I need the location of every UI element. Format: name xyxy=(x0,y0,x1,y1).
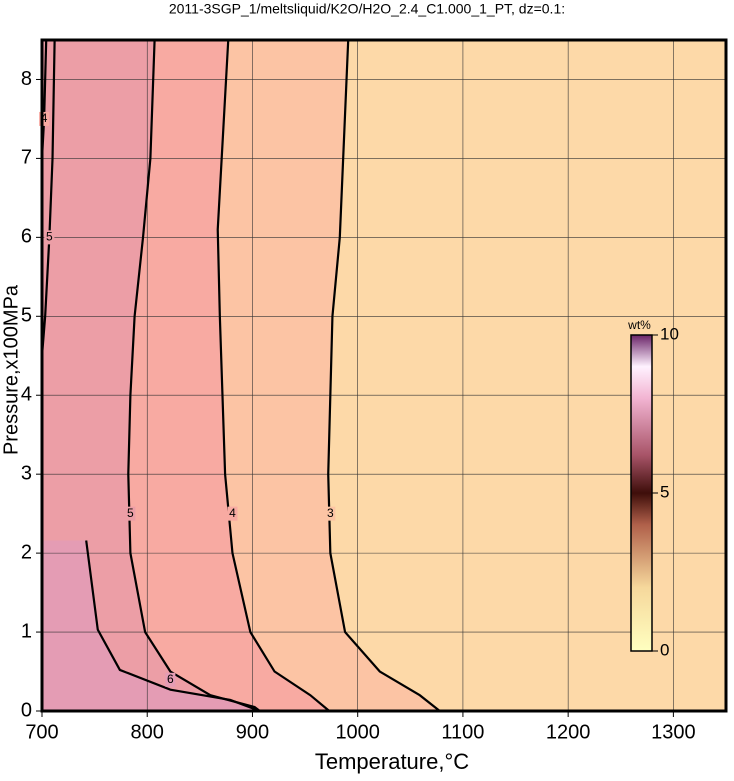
contour-line xyxy=(85,540,261,713)
x-tick-label: 1300 xyxy=(651,721,696,743)
contour-label: 4 xyxy=(41,111,48,125)
y-tick-label: 0 xyxy=(21,699,32,721)
y-tick-label: 1 xyxy=(21,620,32,642)
y-tick-label: 7 xyxy=(21,147,32,169)
y-tick-label: 2 xyxy=(21,541,32,563)
contour-label-bg xyxy=(165,672,176,687)
y-tick-label: 3 xyxy=(21,462,32,484)
x-tick-label: 1200 xyxy=(546,721,591,743)
contour-label-bg xyxy=(44,230,55,245)
plot-frame xyxy=(40,38,728,713)
contour-label: 5 xyxy=(127,506,134,520)
y-tick-label: 8 xyxy=(21,68,32,90)
contour-label-bg xyxy=(325,506,336,521)
contour-line xyxy=(216,39,330,712)
chart-title: 2011-3SGP_1/meltsliquid/K2O/H2O_2.4_C1.0… xyxy=(169,1,565,17)
contour-label: 3 xyxy=(327,506,334,520)
colorbar-tick-label: 10 xyxy=(660,324,679,343)
contour-label-bg xyxy=(125,506,136,521)
colorbar-tick-label: 0 xyxy=(660,640,669,659)
y-axis-label: Pressure,x100MPa xyxy=(0,284,22,455)
colorbar xyxy=(630,334,653,652)
colorbar-tick-label: 5 xyxy=(660,482,669,501)
y-tick-label: 4 xyxy=(21,384,32,406)
contour-label-bg xyxy=(227,506,238,521)
y-tick-label: 6 xyxy=(21,226,32,248)
contour-label: 5 xyxy=(46,230,53,244)
contour-fill xyxy=(42,40,260,711)
contour-label-bg xyxy=(39,111,50,126)
colorbar-label: wt% xyxy=(627,318,651,332)
x-tick-label: 800 xyxy=(131,721,164,743)
contour-label: 6 xyxy=(167,672,174,686)
contour-line xyxy=(327,39,441,712)
y-tick-label: 5 xyxy=(21,305,32,327)
x-axis-label: Temperature,°C xyxy=(315,749,469,774)
contour-label: 4 xyxy=(229,506,236,520)
x-tick-label: 1100 xyxy=(441,721,484,743)
contour-fill xyxy=(42,540,260,711)
x-tick-label: 900 xyxy=(236,721,269,743)
x-tick-label: 700 xyxy=(25,721,58,743)
x-tick-label: 1000 xyxy=(335,721,380,743)
